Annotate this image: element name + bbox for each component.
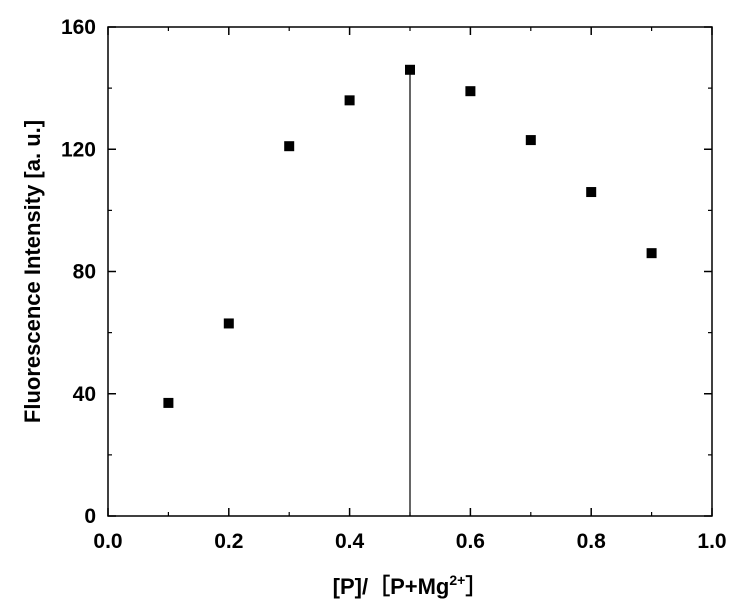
x-tick-label: 0.4 (335, 530, 365, 553)
x-tick-label: 1.0 (697, 530, 726, 553)
y-axis-title: Fluorescence Intensity [a. u.] (20, 120, 45, 423)
x-tick-label: 0.6 (456, 530, 485, 553)
data-point (525, 135, 536, 146)
data-point (163, 397, 174, 408)
x-tick-label: 0.8 (577, 530, 607, 553)
y-tick-label: 80 (73, 261, 96, 284)
data-points (163, 64, 657, 408)
x-tick-label: 0.2 (214, 530, 243, 553)
x-tick-label: 0.0 (93, 530, 122, 553)
data-point (284, 141, 295, 152)
data-point (646, 248, 657, 259)
x-axis-title-main: [P]/［P+Mg (333, 574, 450, 599)
axis-tick-labels: 0.0 0.2 0.4 0.6 0.8 1.0 0 40 80 120 160 (61, 16, 727, 553)
data-point (586, 187, 597, 198)
plot-frame (107, 26, 713, 517)
x-axis-title-suffix: ］ (465, 574, 487, 599)
x-axis-title: [P]/［P+Mg2+］ (333, 572, 488, 599)
data-point (465, 86, 476, 97)
data-point (223, 318, 234, 329)
data-point (344, 95, 355, 106)
y-tick-label: 0 (84, 505, 96, 528)
y-tick-label: 120 (61, 138, 96, 161)
y-tick-label: 160 (61, 16, 96, 39)
x-axis-title-superscript: 2+ (449, 572, 465, 588)
y-tick-label: 40 (73, 383, 96, 406)
data-point (405, 64, 415, 75)
